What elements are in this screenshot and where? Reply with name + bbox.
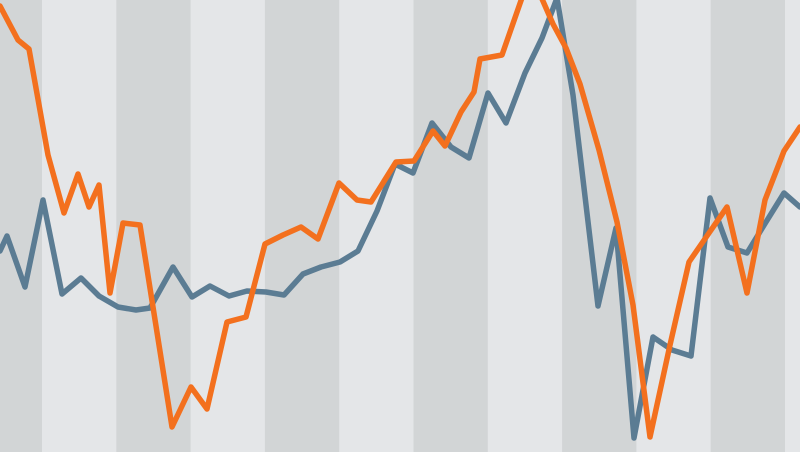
orange-series-line <box>0 0 800 440</box>
